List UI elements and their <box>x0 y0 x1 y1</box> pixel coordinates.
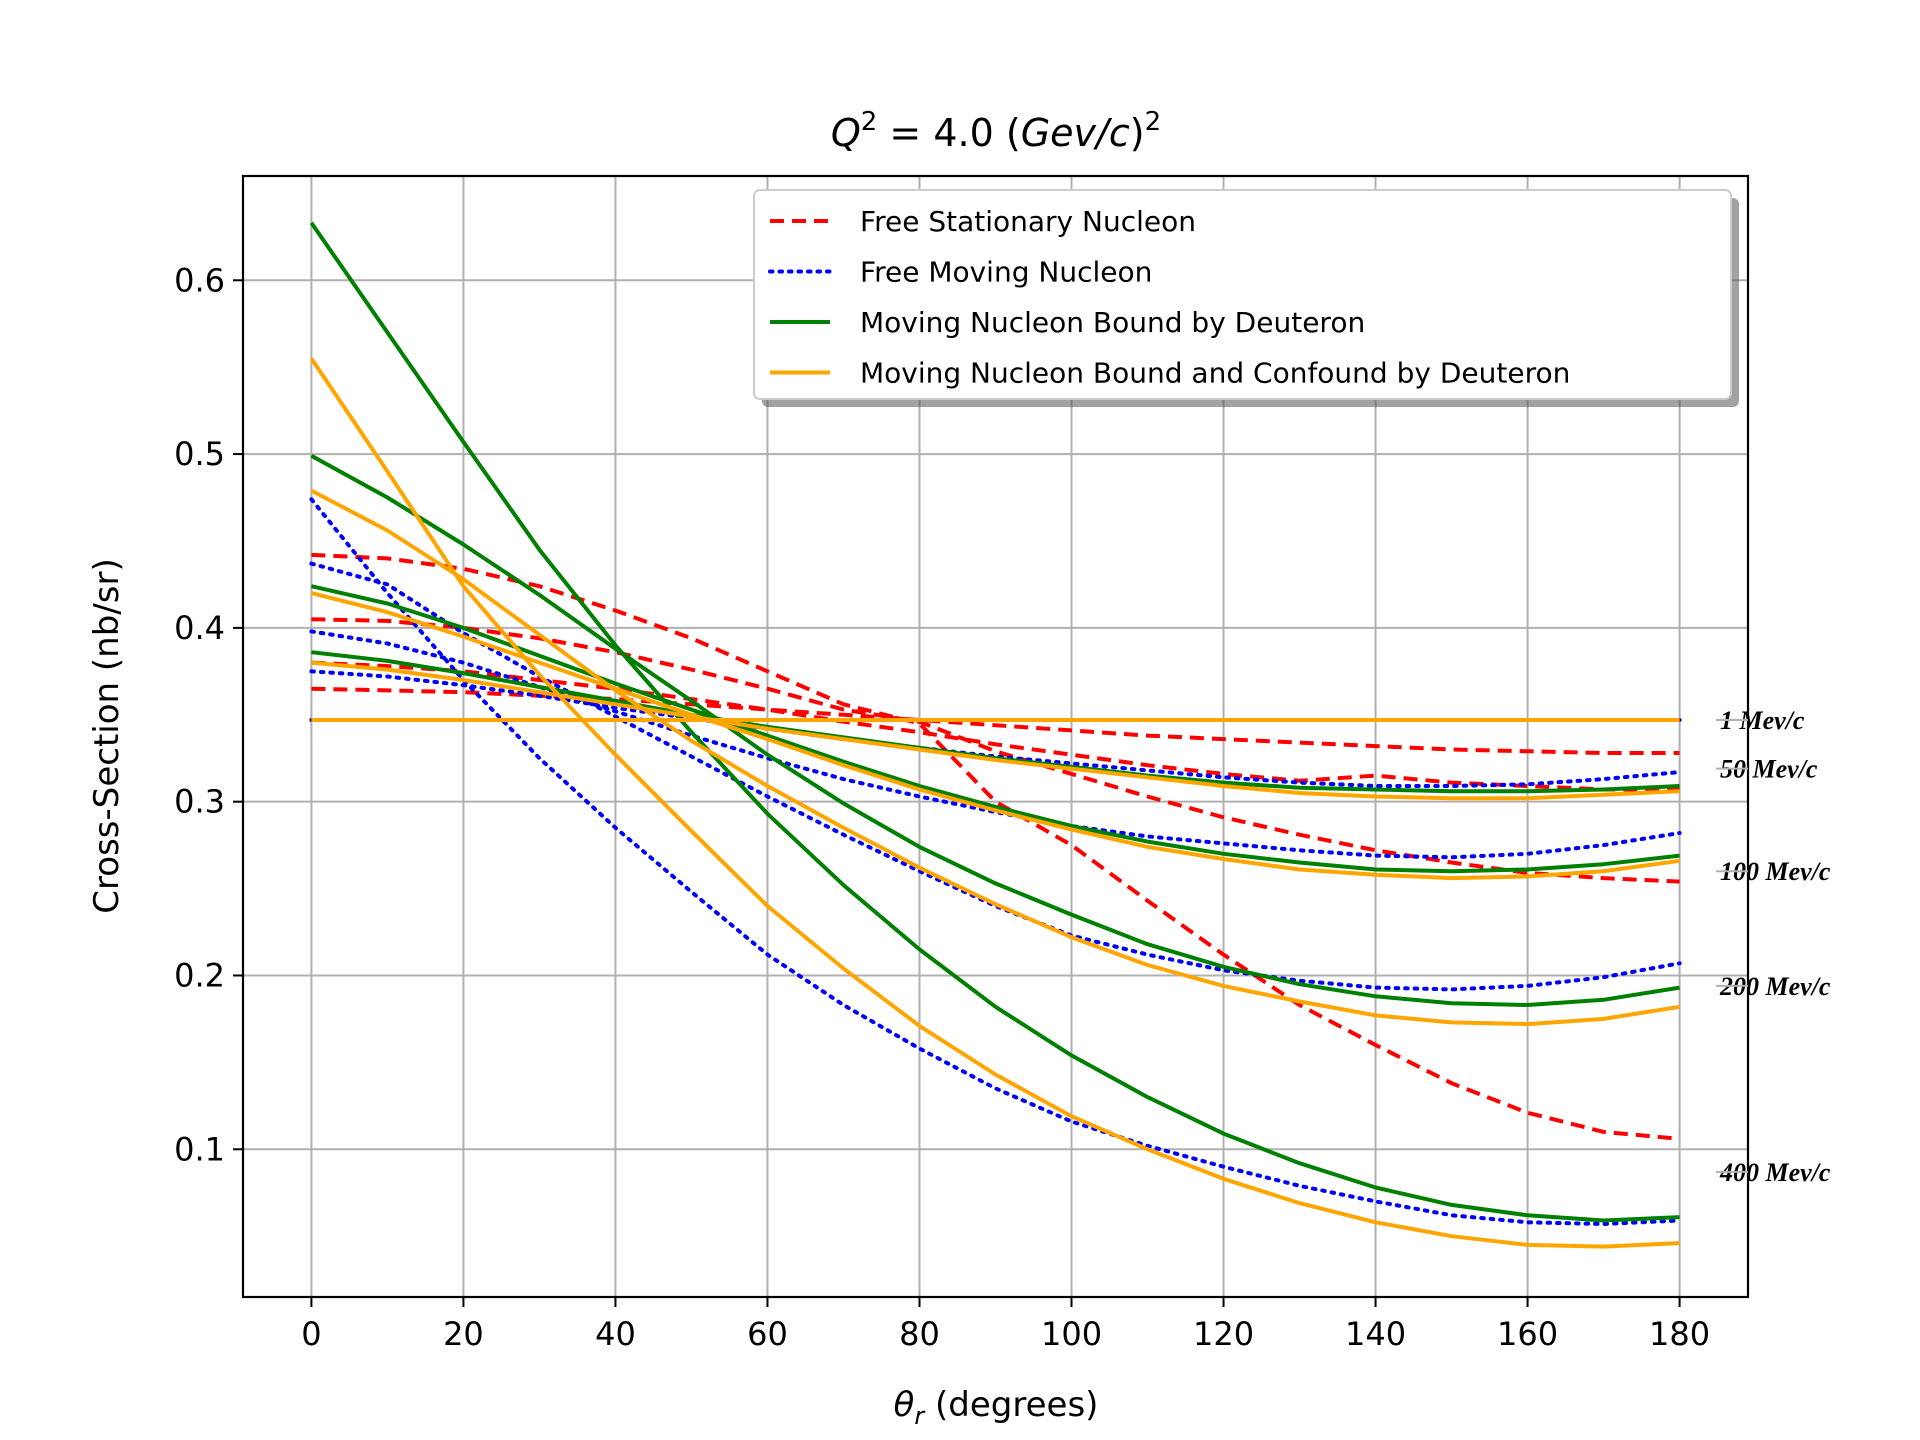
x-axis-title: θr (degrees) <box>894 1385 1099 1430</box>
x-tick-label: 40 <box>595 1315 636 1353</box>
x-tick-label: 140 <box>1345 1315 1406 1353</box>
series-line <box>309 669 1682 788</box>
x-tick-label: 0 <box>301 1315 321 1353</box>
chart-title: Q2 = 4.0 (Gev/c)2 <box>831 107 1161 155</box>
x-tick-label: 100 <box>1041 1315 1102 1353</box>
y-tick-label: 0.3 <box>174 783 225 821</box>
series-line <box>311 617 1680 884</box>
x-tick-label: 180 <box>1649 1315 1710 1353</box>
plot-frame <box>241 174 1750 1299</box>
series-line <box>310 591 1680 881</box>
legend-label: Moving Nucleon Bound by Deuteron <box>860 306 1365 339</box>
series-line <box>311 552 1680 1141</box>
y-tick-label: 0.2 <box>174 956 225 994</box>
axis-ticks: 0 20 40 60 80 100 120 140 160 180 0.1 0.2 0.3 0.4 0.5 0… <box>174 261 1710 1353</box>
series-line <box>310 454 1680 1007</box>
series-line <box>309 629 1682 860</box>
series-line <box>309 497 1682 1226</box>
y-axis-title: Cross-Section (nb/sr) <box>87 558 127 913</box>
y-tick-label: 0.4 <box>174 609 225 647</box>
legend: Free Stationary Nucleon Free Moving Nucle… <box>753 189 1739 407</box>
x-tick-label: 60 <box>747 1315 788 1353</box>
x-tick-label: 80 <box>899 1315 940 1353</box>
series-line <box>309 357 1680 1249</box>
series-line <box>311 660 1680 792</box>
series-lines <box>309 221 1682 1249</box>
series-line <box>310 488 1680 1027</box>
x-tick-label: 120 <box>1193 1315 1254 1353</box>
y-tick-label: 0.1 <box>174 1130 225 1168</box>
series-line <box>310 584 1680 874</box>
legend-label: Free Moving Nucleon <box>860 256 1152 289</box>
series-line <box>311 660 1680 801</box>
x-tick-label: 160 <box>1497 1315 1558 1353</box>
legend-label: Free Stationary Nucleon <box>860 205 1196 238</box>
y-tick-label: 0.6 <box>174 261 225 299</box>
legend-box <box>753 189 1732 400</box>
series-line <box>309 221 1680 1223</box>
legend-label: Moving Nucleon Bound and Confound by Deu… <box>860 357 1570 390</box>
x-tick-label: 20 <box>443 1315 484 1353</box>
y-tick-label: 0.5 <box>174 435 225 473</box>
